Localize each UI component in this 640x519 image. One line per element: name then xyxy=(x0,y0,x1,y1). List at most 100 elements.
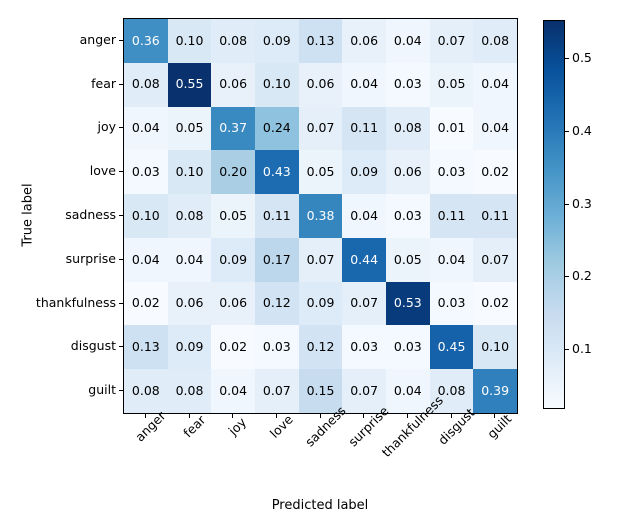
heatmap-cell: 0.03 xyxy=(429,281,474,326)
heatmap-cell: 0.37 xyxy=(211,106,255,151)
heatmap-cell: 0.03 xyxy=(429,150,474,195)
heatmap-grid: 0.36 0.10 0.08 0.09 0.13 0.06 0.04 0.07 0.08 0.08… xyxy=(123,18,518,414)
heatmap-cell: 0.45 xyxy=(429,325,474,370)
heatmap-cell: 0.10 xyxy=(167,19,212,63)
heatmap-cell: 0.08 xyxy=(167,369,212,413)
x-tick-mark xyxy=(494,414,495,418)
heatmap-cell: 0.03 xyxy=(255,325,299,370)
y-tick-mark xyxy=(119,171,123,172)
y-tick-label-guilt: guilt xyxy=(88,382,116,398)
x-tick-label-fear: fear xyxy=(179,412,208,441)
heatmap-cell: 0.05 xyxy=(386,237,430,282)
colorbar-tick-mark xyxy=(565,204,569,205)
y-tick-mark xyxy=(119,259,123,260)
x-tick-label-joy: joy xyxy=(225,414,250,439)
colorbar-tick-label: 0.5 xyxy=(572,50,592,66)
heatmap-cell: 0.01 xyxy=(429,106,474,151)
heatmap-cell: 0.04 xyxy=(124,237,168,282)
heatmap-cell: 0.38 xyxy=(298,194,343,238)
colorbar-tick-mark xyxy=(565,349,569,350)
heatmap-cell: 0.05 xyxy=(211,194,255,238)
heatmap-cell: 0.12 xyxy=(255,281,299,326)
x-tick-mark xyxy=(232,414,233,418)
heatmap-cell: 0.07 xyxy=(342,281,386,326)
x-tick-mark xyxy=(451,414,452,418)
y-tick-mark xyxy=(119,40,123,41)
heatmap-cell: 0.17 xyxy=(255,237,299,282)
heatmap-cell: 0.13 xyxy=(124,325,168,370)
heatmap-cell: 0.09 xyxy=(342,150,386,195)
y-tick-label-fear: fear xyxy=(91,75,116,91)
heatmap-cell: 0.09 xyxy=(298,281,343,326)
heatmap-cell: 0.05 xyxy=(298,150,343,195)
heatmap-cell: 0.36 xyxy=(124,19,168,63)
heatmap-cell: 0.02 xyxy=(211,325,255,370)
x-tick-mark xyxy=(189,414,190,418)
heatmap-cell: 0.13 xyxy=(298,19,343,63)
heatmap-cell: 0.04 xyxy=(386,19,430,63)
heatmap-cell: 0.03 xyxy=(342,325,386,370)
heatmap-cell: 0.08 xyxy=(429,369,474,413)
heatmap-cell: 0.04 xyxy=(386,369,430,413)
heatmap-cell: 0.06 xyxy=(211,62,255,107)
heatmap-cell: 0.02 xyxy=(473,281,517,326)
heatmap-cell: 0.12 xyxy=(298,325,343,370)
heatmap-cell: 0.04 xyxy=(473,106,517,151)
heatmap-cell: 0.07 xyxy=(298,106,343,151)
heatmap-cell: 0.10 xyxy=(473,325,517,370)
heatmap-cell: 0.08 xyxy=(124,62,168,107)
heatmap-cell: 0.04 xyxy=(342,62,386,107)
heatmap-cell: 0.11 xyxy=(429,194,474,238)
heatmap-cell: 0.04 xyxy=(429,237,474,282)
heatmap-cell: 0.44 xyxy=(342,237,386,282)
heatmap-cell: 0.04 xyxy=(473,62,517,107)
heatmap-cell: 0.07 xyxy=(429,19,474,63)
heatmap-cell: 0.09 xyxy=(167,325,212,370)
heatmap-cell: 0.05 xyxy=(429,62,474,107)
heatmap-cell: 0.11 xyxy=(473,194,517,238)
heatmap-cell: 0.04 xyxy=(342,194,386,238)
heatmap-cell: 0.02 xyxy=(473,150,517,195)
colorbar-tick-label: 0.3 xyxy=(572,195,592,211)
colorbar-tick-mark xyxy=(565,58,569,59)
heatmap-cell: 0.08 xyxy=(167,194,212,238)
heatmap-cell: 0.07 xyxy=(473,237,517,282)
x-tick-mark xyxy=(407,414,408,418)
heatmap-cell: 0.08 xyxy=(386,106,430,151)
x-tick-mark xyxy=(276,414,277,418)
y-tick-label-joy: joy xyxy=(97,119,116,135)
heatmap-cell: 0.06 xyxy=(167,281,212,326)
heatmap-cell: 0.07 xyxy=(298,237,343,282)
heatmap-cell: 0.24 xyxy=(255,106,299,151)
colorbar-tick-label: 0.1 xyxy=(572,340,592,356)
heatmap-cell: 0.02 xyxy=(124,281,168,326)
heatmap-cell: 0.06 xyxy=(386,150,430,195)
heatmap-cell: 0.07 xyxy=(342,369,386,413)
y-tick-label-surprise: surprise xyxy=(65,250,116,266)
heatmap-cell: 0.06 xyxy=(211,281,255,326)
heatmap-cell: 0.03 xyxy=(386,62,430,107)
heatmap-cell: 0.03 xyxy=(386,194,430,238)
heatmap-cell: 0.10 xyxy=(124,194,168,238)
y-tick-label-love: love xyxy=(89,163,116,179)
heatmap-cell: 0.03 xyxy=(124,150,168,195)
heatmap-cell: 0.04 xyxy=(124,106,168,151)
heatmap-cell: 0.11 xyxy=(342,106,386,151)
colorbar-tick-mark xyxy=(565,131,569,132)
heatmap-cell: 0.08 xyxy=(124,369,168,413)
heatmap-cell: 0.05 xyxy=(167,106,212,151)
heatmap-cell: 0.15 xyxy=(298,369,343,413)
x-tick-label-guilt: guilt xyxy=(484,411,515,442)
x-tick-mark xyxy=(320,414,321,418)
y-tick-mark xyxy=(119,303,123,304)
heatmap-cell: 0.53 xyxy=(386,281,430,326)
y-tick-label-disgust: disgust xyxy=(70,338,116,354)
colorbar xyxy=(543,20,565,409)
y-tick-label-anger: anger xyxy=(79,31,116,47)
y-tick-mark xyxy=(119,346,123,347)
heatmap-cell: 0.55 xyxy=(167,62,212,107)
heatmap-cell: 0.20 xyxy=(211,150,255,195)
heatmap-cell: 0.09 xyxy=(255,19,299,63)
y-axis-title: True label xyxy=(20,183,36,247)
